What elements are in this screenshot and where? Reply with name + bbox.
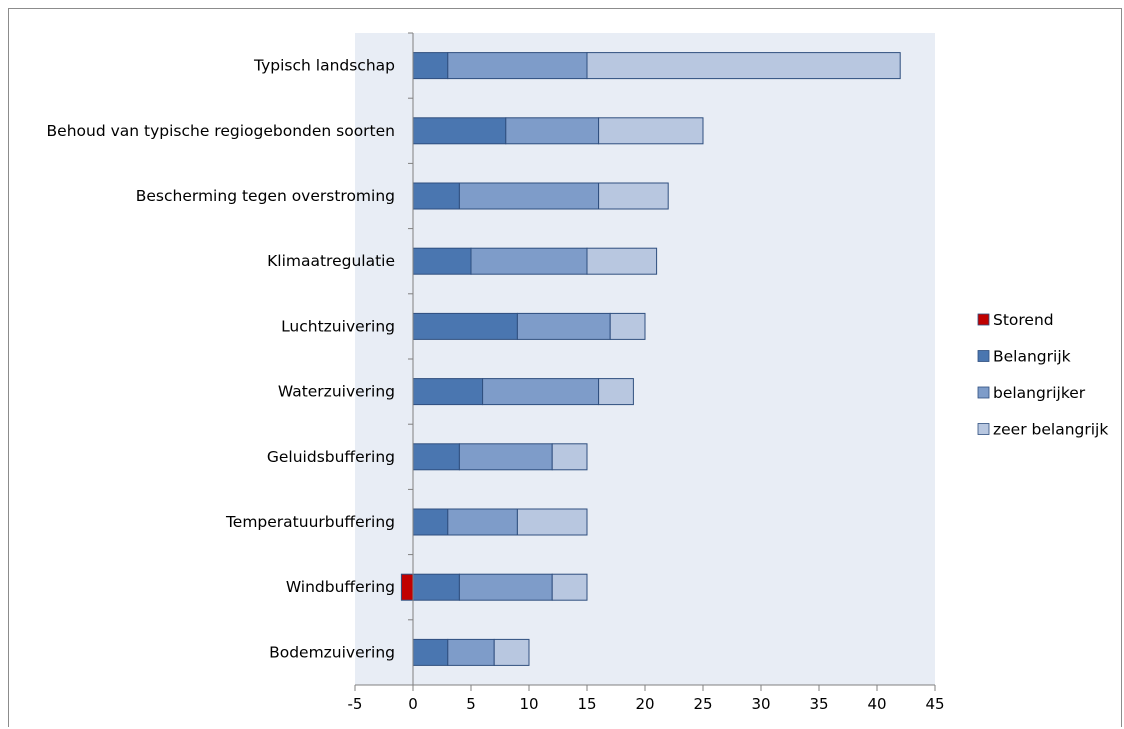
category-label-temperatuurbuffering: Temperatuurbuffering bbox=[225, 513, 395, 531]
tick-label-x: 40 bbox=[867, 695, 886, 713]
bar-behoud-van-typische-regiogebonden-soorten-belangrijk bbox=[412, 117, 507, 145]
category-label-klimaatregulatie: Klimaatregulatie bbox=[267, 252, 395, 270]
category-label-geluidsbuffering: Geluidsbuffering bbox=[267, 448, 395, 466]
bar-bodemzuivering-belangrijk bbox=[412, 638, 449, 666]
bar-klimaatregulatie-belangrijk bbox=[412, 247, 472, 275]
legend-label-belangrijker: belangrijker bbox=[993, 384, 1086, 402]
category-label-bescherming-tegen-overstroming: Bescherming tegen overstroming bbox=[136, 187, 395, 205]
bar-waterzuivering-belangrijk bbox=[412, 378, 484, 406]
bar-behoud-van-typische-regiogebonden-soorten-belangrijker bbox=[505, 117, 600, 145]
bar-typisch-landschap-zeer-belangrijk bbox=[586, 52, 901, 80]
category-label-windbuffering: Windbuffering bbox=[286, 578, 395, 596]
bar-temperatuurbuffering-belangrijk bbox=[412, 508, 449, 536]
bar-bescherming-tegen-overstroming-zeer-belangrijk bbox=[598, 182, 669, 210]
category-label-luchtzuivering: Luchtzuivering bbox=[281, 317, 395, 335]
category-label-bodemzuivering: Bodemzuivering bbox=[269, 643, 395, 661]
legend-swatch-storend bbox=[977, 313, 990, 326]
tick-label-x: 0 bbox=[408, 695, 418, 713]
legend-label-belangrijk: Belangrijk bbox=[993, 348, 1071, 366]
category-label-typisch-landschap: Typisch landschap bbox=[253, 57, 395, 75]
bar-windbuffering-belangrijker bbox=[458, 573, 553, 601]
chart-frame bbox=[8, 8, 1122, 727]
bar-luchtzuivering-belangrijker bbox=[516, 312, 611, 340]
bar-geluidsbuffering-belangrijker bbox=[458, 443, 553, 471]
tick-label-x: 20 bbox=[635, 695, 654, 713]
tick-label-x: 45 bbox=[925, 695, 944, 713]
category-label-behoud-van-typische-regiogebonden-soorten: Behoud van typische regiogebonden soorte… bbox=[47, 122, 395, 140]
tick-label-x: 25 bbox=[693, 695, 712, 713]
bar-geluidsbuffering-belangrijk bbox=[412, 443, 460, 471]
bar-temperatuurbuffering-zeer-belangrijk bbox=[516, 508, 588, 536]
bar-geluidsbuffering-zeer-belangrijk bbox=[551, 443, 588, 471]
legend-swatch-zeer-belangrijk bbox=[977, 423, 990, 435]
bar-behoud-van-typische-regiogebonden-soorten-zeer-belangrijk bbox=[598, 117, 704, 145]
tick-label-x: 30 bbox=[751, 695, 770, 713]
bar-klimaatregulatie-zeer-belangrijk bbox=[586, 247, 658, 275]
bar-windbuffering-zeer-belangrijk bbox=[551, 573, 588, 601]
bar-waterzuivering-zeer-belangrijk bbox=[598, 378, 634, 406]
bar-bescherming-tegen-overstroming-belangrijk bbox=[412, 182, 460, 210]
tick-label-x: 10 bbox=[519, 695, 538, 713]
bar-waterzuivering-belangrijker bbox=[482, 378, 600, 406]
bar-typisch-landschap-belangrijker bbox=[447, 52, 588, 80]
bar-temperatuurbuffering-belangrijker bbox=[447, 508, 518, 536]
tick-label-x: -5 bbox=[348, 695, 363, 713]
tick-label-x: 35 bbox=[809, 695, 828, 713]
category-label-waterzuivering: Waterzuivering bbox=[278, 383, 395, 401]
bar-windbuffering-belangrijk bbox=[412, 573, 460, 601]
bar-bodemzuivering-zeer-belangrijk bbox=[493, 638, 530, 666]
bar-bodemzuivering-belangrijker bbox=[447, 638, 495, 666]
bar-klimaatregulatie-belangrijker bbox=[470, 247, 588, 275]
bar-luchtzuivering-zeer-belangrijk bbox=[609, 312, 646, 340]
bar-windbuffering-storend bbox=[400, 573, 414, 601]
legend-label-storend: Storend bbox=[993, 311, 1054, 329]
tick-label-x: 5 bbox=[466, 695, 476, 713]
legend-label-zeer-belangrijk: zeer belangrijk bbox=[993, 421, 1108, 439]
bar-luchtzuivering-belangrijk bbox=[412, 312, 518, 340]
legend-swatch-belangrijk bbox=[977, 350, 990, 362]
legend-swatch-belangrijker bbox=[977, 386, 990, 399]
bar-bescherming-tegen-overstroming-belangrijker bbox=[458, 182, 600, 210]
tick-label-x: 15 bbox=[577, 695, 596, 713]
bar-typisch-landschap-belangrijk bbox=[412, 52, 449, 80]
